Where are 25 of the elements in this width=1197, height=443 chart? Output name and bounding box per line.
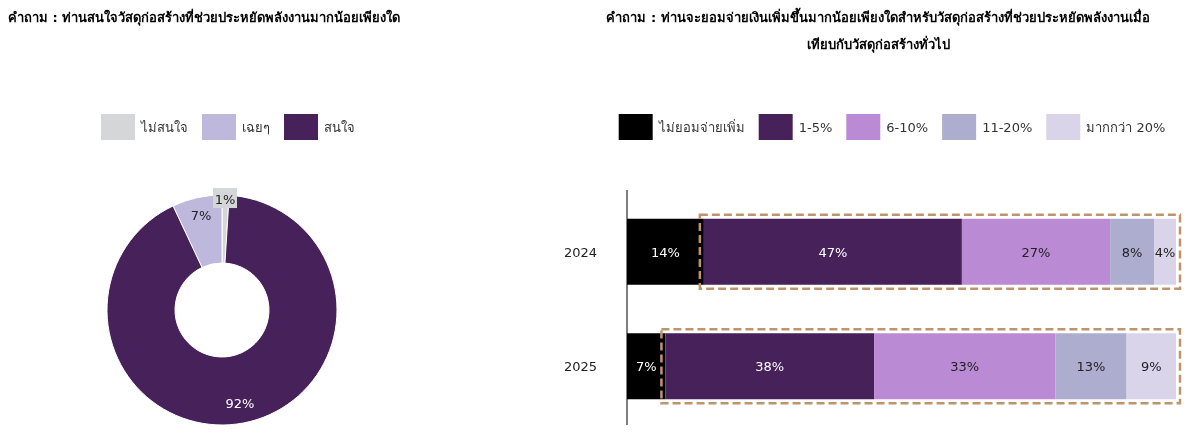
data-label: 38% [755,359,785,375]
data-label: 7% [635,359,657,375]
data-label: 14% [650,244,680,260]
y-tick-label: 2025 [563,359,597,375]
legend-label: 11-20% [982,120,1033,135]
legend-label: ไม่ยอมจ่ายเพิ่ม [657,119,745,135]
chart-title: คำถาม : ท่านสนใจวัสดุก่อสร้างที่ช่วยประหยัดพลังงานมากน้อยเพียงใด [8,8,401,26]
legend-label: ไม่สนใจ [140,120,188,135]
legend-label: สนใจ [324,120,355,135]
data-label: 47% [818,244,848,260]
legend-label: มากกว่า 20% [1086,120,1166,135]
data-label: 92% [225,396,255,412]
y-tick-label: 2024 [563,244,597,260]
legend-label: 6-10% [886,120,929,135]
data-label: 7% [190,208,212,224]
data-label: 13% [1076,359,1106,375]
data-label: 4% [1154,244,1176,260]
data-label: 33% [950,359,980,375]
data-label: 1% [214,192,236,208]
data-label: 8% [1121,244,1143,260]
legend-label: 1-5% [798,120,833,135]
chart-title: คำถาม : ท่านจะยอมจ่ายเงินเพิ่มขึ้นมากน้อยเพียงใดสำหรับวัสดุก่อสร้างที่ช่วยประหยัดพลังงานเมื่อเทียบกับวัสดุก่อสร้างทั่วไป [606,7,1150,53]
legend-label: เฉยๆ [242,120,270,135]
data-label: 27% [1021,244,1051,260]
data-label: 9% [1140,359,1162,375]
